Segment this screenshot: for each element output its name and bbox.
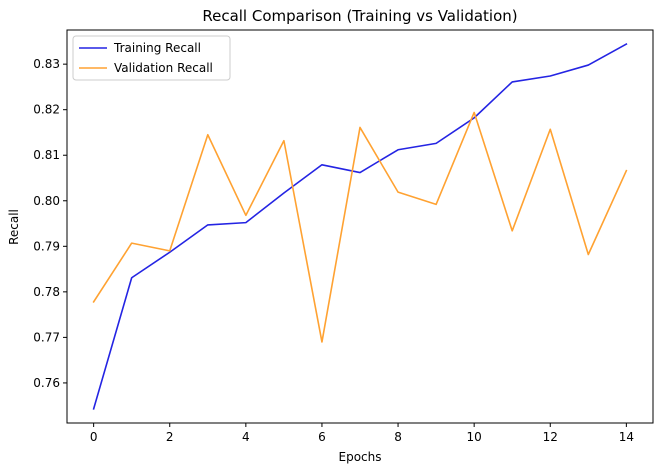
chart-title: Recall Comparison (Training vs Validatio… <box>202 7 517 25</box>
series-line-0 <box>92 43 628 410</box>
x-tick-label: 6 <box>318 430 326 444</box>
series-layer <box>92 43 628 410</box>
y-tick-label: 0.80 <box>33 194 60 208</box>
y-tick-label: 0.82 <box>33 103 60 117</box>
y-tick-label: 0.81 <box>33 148 60 162</box>
y-axis: 0.76 0.77 0.78 0.79 0.80 0.81 0.82 0.83 <box>33 57 67 390</box>
y-tick-label: 0.76 <box>33 376 60 390</box>
x-axis-label: Epochs <box>339 450 382 464</box>
y-axis-label: Recall <box>7 209 21 245</box>
x-tick-label: 0 <box>90 430 98 444</box>
legend-label-0: Training Recall <box>113 41 201 55</box>
plot-frame <box>66 29 654 424</box>
y-tick-label: 0.79 <box>33 239 60 253</box>
y-tick-label: 0.83 <box>33 57 60 71</box>
series-line-1 <box>92 111 628 343</box>
x-tick-label: 14 <box>619 430 634 444</box>
x-tick-label: 8 <box>394 430 402 444</box>
legend-box <box>72 35 231 81</box>
x-tick-label: 10 <box>467 430 482 444</box>
y-tick-label: 0.77 <box>33 330 60 344</box>
y-tick-label: 0.78 <box>33 285 60 299</box>
x-tick-label: 4 <box>242 430 250 444</box>
x-tick-label: 2 <box>166 430 174 444</box>
x-tick-label: 12 <box>543 430 558 444</box>
x-axis: 0 2 4 6 8 10 12 14 <box>90 423 634 444</box>
legend: Training Recall Validation Recall <box>72 35 231 81</box>
plot-area <box>67 30 653 423</box>
legend-label-1: Validation Recall <box>114 61 213 75</box>
